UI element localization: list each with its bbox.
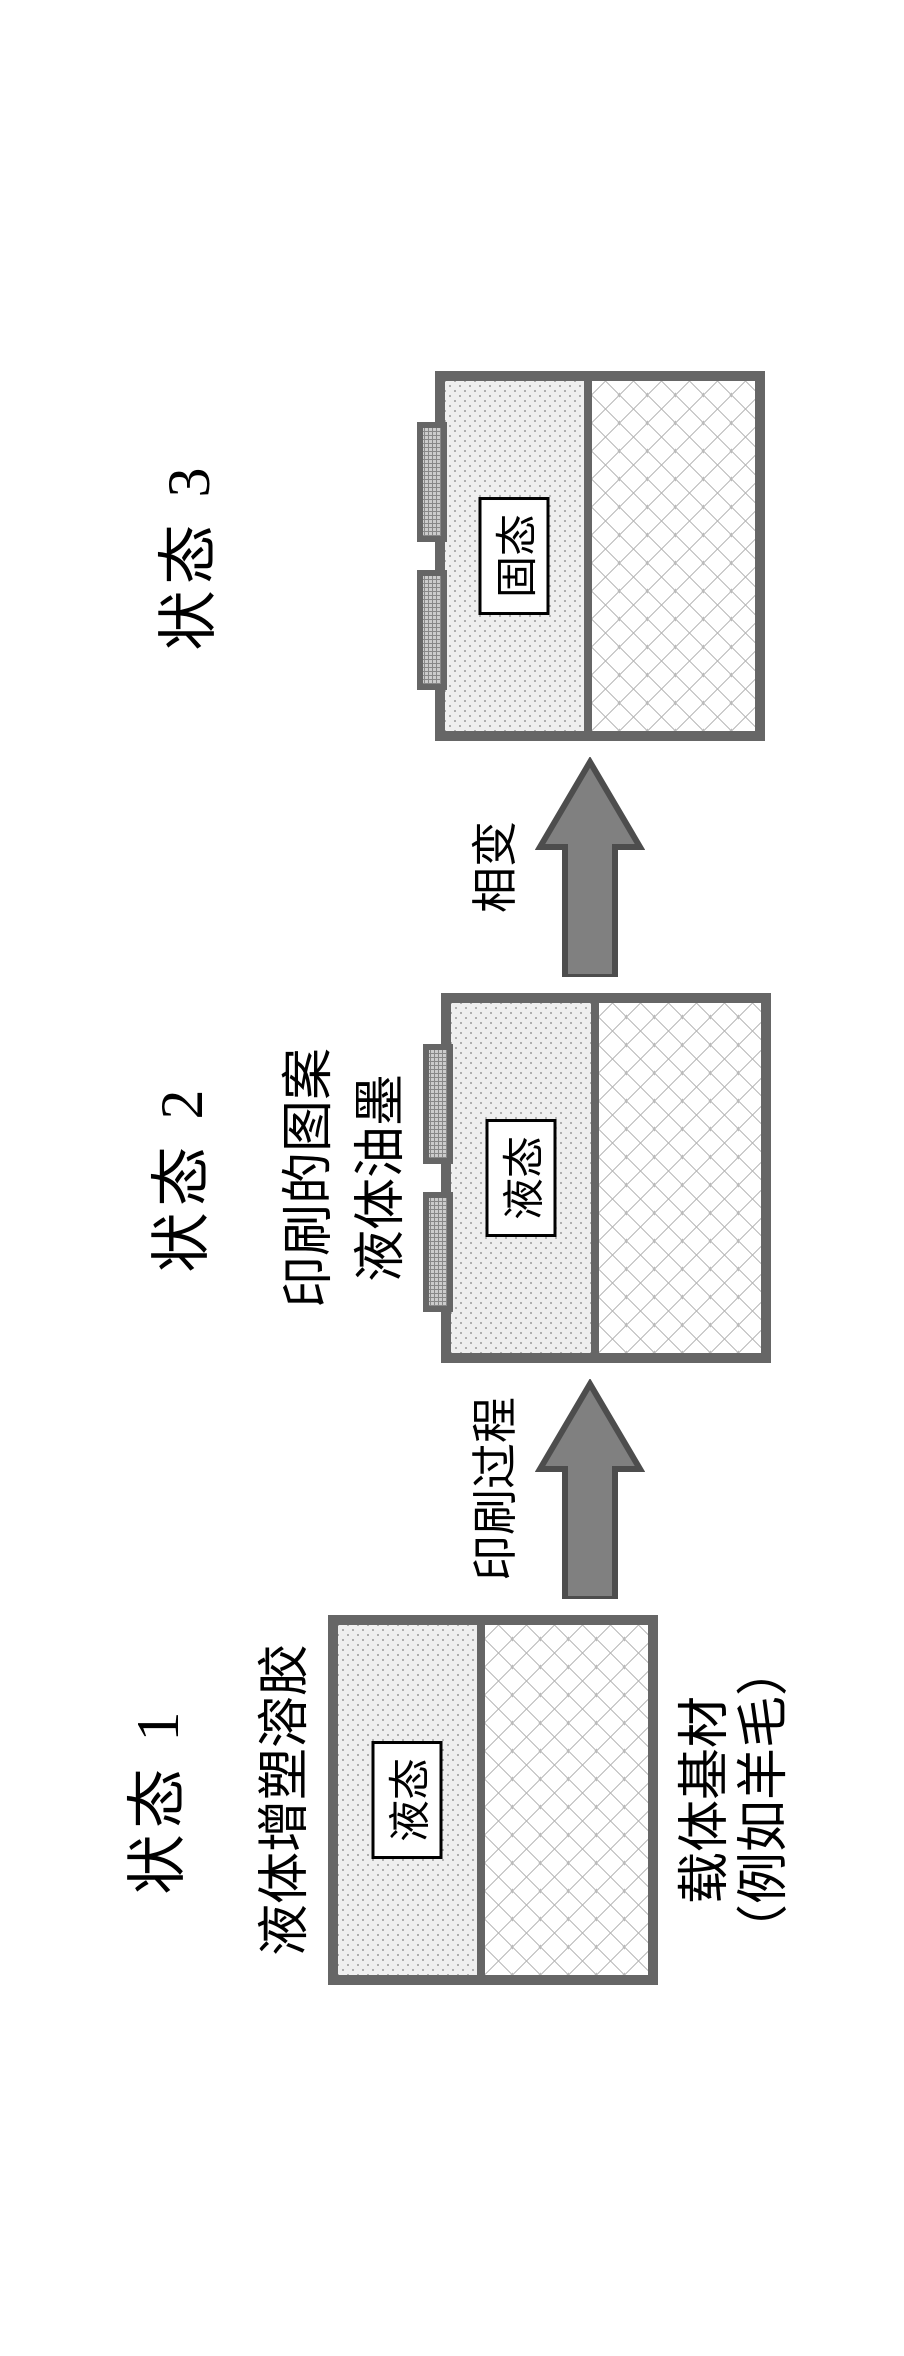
state-2-ink-patches: [423, 1044, 453, 1312]
state-3-panel: 固态: [435, 371, 765, 741]
state-3-ink-patches: [417, 422, 447, 690]
state-1-column: 状态 1 液体增塑溶胶 液态 载体基材 （例如羊毛）: [109, 1615, 795, 1985]
state-3-title: 状态 3: [140, 462, 227, 651]
state-3-carrier-layer: [584, 381, 755, 731]
state-1-panel: 液态: [328, 1615, 658, 1985]
state-1-plastisol-layer: 液态: [338, 1625, 478, 1975]
arrow-1-column: 印刷过程: [459, 1379, 645, 1599]
arrow-right-icon: [535, 757, 645, 977]
ink-patch: [423, 1192, 453, 1312]
state-2-top-label-2: 液体油墨: [352, 1074, 412, 1282]
ink-patch: [417, 570, 447, 690]
arrow-right-icon: [535, 1379, 645, 1599]
state-1-carrier-layer: [477, 1625, 648, 1975]
state-2-title: 状态 2: [133, 1084, 220, 1273]
diagram-stage: 状态 1 液体增塑溶胶 液态 载体基材 （例如羊毛） 印刷过程 状态 2 印刷的…: [0, 0, 904, 2356]
ink-patch: [417, 422, 447, 542]
state-2-carrier-layer: [591, 1003, 762, 1353]
state-2-plastisol-layer: 液态: [451, 1003, 591, 1353]
ink-patch: [423, 1044, 453, 1164]
arrow-1-label: 印刷过程: [459, 1397, 525, 1581]
state-1-top-label: 液体增塑溶胶: [256, 1644, 316, 1956]
state-1-phase-pill: 液态: [372, 1741, 443, 1859]
state-3-column: 状态 3 固态: [140, 371, 765, 741]
state-3-phase-pill: 固态: [479, 497, 550, 615]
state-1-title: 状态 1: [109, 1706, 196, 1895]
arrow-2-label: 相变: [459, 821, 525, 913]
arrow-2-column: 相变: [459, 757, 645, 977]
state-2-top-label-1: 印刷的图案: [280, 1048, 340, 1308]
state-1-bottom-label-1: 载体基材: [676, 1696, 736, 1904]
state-3-solid-layer: 固态: [445, 381, 585, 731]
state-2-column: 状态 2 印刷的图案 液体油墨 液态: [133, 993, 772, 1363]
state-1-bottom-label-2: （例如羊毛）: [735, 1644, 795, 1956]
state-2-panel: 液态: [441, 993, 771, 1363]
state-2-phase-pill: 液态: [486, 1119, 557, 1237]
